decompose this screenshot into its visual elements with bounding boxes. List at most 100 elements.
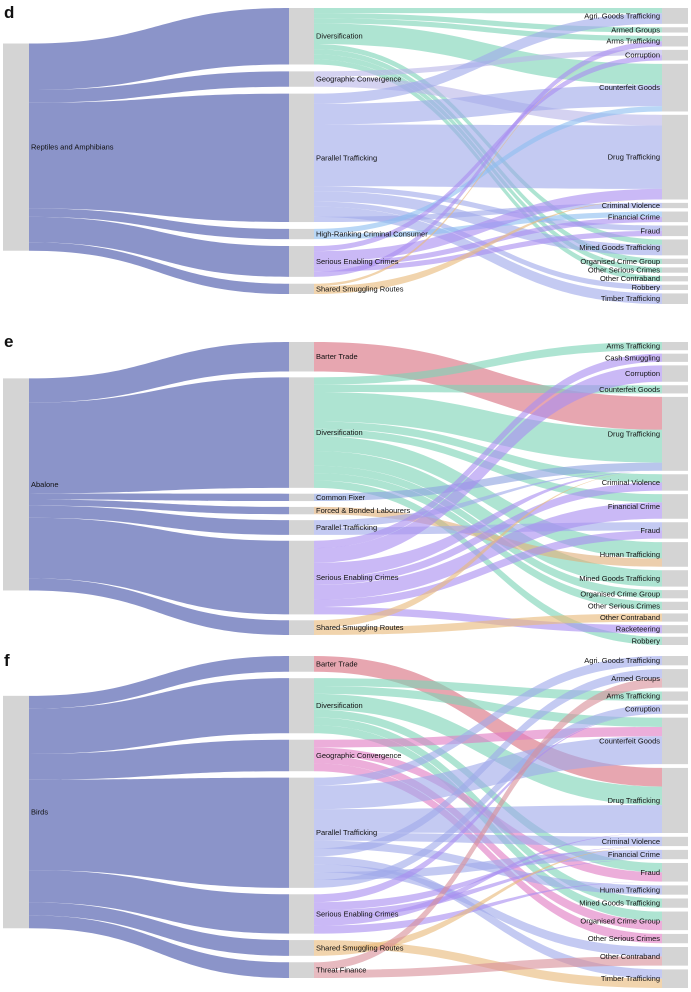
node-serious-enabling-crimes — [289, 540, 314, 615]
link-serious-enabling-crimes-to-drug-trafficking — [314, 470, 662, 578]
node-criminal-violence — [662, 202, 688, 209]
node-other-contraband-label: Other Contraband — [600, 952, 660, 961]
link-parallel-trafficking-to-drug-trafficking — [314, 470, 662, 528]
node-drug-trafficking-label: Drug Trafficking — [608, 796, 660, 805]
node-corruption-label: Corruption — [625, 51, 660, 60]
link-source-barter-trade — [29, 342, 289, 403]
node-barter-trade-label: Barter Trade — [316, 352, 358, 361]
link-high-ranking-criminal-consumer-to-counterfeit-goods — [314, 106, 662, 235]
node-barter-trade — [289, 342, 314, 372]
node-human-trafficking-label: Human Trafficking — [600, 550, 660, 559]
node-other-serious-crimes-label: Other Serious Crimes — [588, 601, 660, 610]
link-source-diversification — [29, 678, 289, 754]
link-source-shared-smuggling-routes — [29, 242, 289, 294]
link-parallel-trafficking-to-timber-trafficking — [314, 206, 662, 304]
node-armed-groups-label: Armed Groups — [611, 25, 660, 34]
node-human-trafficking — [662, 542, 688, 567]
link-parallel-trafficking-to-counterfeit-goods — [314, 736, 662, 810]
link-diversification-to-arms-trafficking — [314, 342, 662, 385]
link-serious-enabling-crimes-to-fraud — [314, 530, 662, 608]
node-source-label: Reptiles and Amphibians — [31, 143, 114, 152]
node-arms-trafficking-label: Arms Trafficking — [606, 342, 660, 351]
node-agri-goods-trafficking-label: Agri. Goods Trafficking — [584, 656, 660, 665]
node-threat-finance-label: Threat Finance — [316, 966, 366, 975]
node-other-serious-crimes-label: Other Serious Crimes — [588, 934, 660, 943]
node-serious-enabling-crimes-label: Serious Enabling Crimes — [316, 257, 399, 266]
node-geographic-convergence — [289, 739, 314, 772]
node-organised-crime-group-label: Organised Crime Group — [580, 916, 660, 925]
link-serious-enabling-crimes-to-cash-smuggling — [314, 353, 662, 549]
node-parallel-trafficking — [289, 520, 314, 535]
link-source-serious-enabling-crimes — [29, 216, 289, 277]
link-serious-enabling-crimes-to-drug-trafficking — [314, 188, 662, 262]
link-source-diversification — [29, 377, 289, 494]
link-serious-enabling-crimes-to-corruption — [314, 55, 662, 252]
node-other-serious-crimes — [662, 267, 688, 273]
node-counterfeit-goods — [662, 385, 688, 394]
node-geographic-convergence — [289, 71, 314, 87]
link-source-threat-finance — [29, 915, 289, 978]
link-source-serious-enabling-crimes — [29, 870, 289, 934]
node-financial-crime — [662, 849, 688, 860]
node-diversification — [289, 377, 314, 488]
node-other-contraband-label: Other Contraband — [600, 613, 660, 622]
node-serious-enabling-crimes — [289, 894, 314, 934]
node-armed-groups — [662, 27, 688, 33]
node-source-label: Birds — [31, 808, 48, 817]
node-threat-finance — [289, 962, 314, 978]
node-financial-crime-label: Financial Crime — [608, 502, 660, 511]
node-timber-trafficking-label: Timber Trafficking — [601, 974, 660, 983]
link-source-common-fixer — [29, 493, 289, 502]
node-corruption — [662, 704, 688, 714]
node-shared-smuggling-routes-label: Shared Smuggling Routes — [316, 623, 404, 632]
link-parallel-trafficking-to-timber-trafficking — [314, 856, 662, 979]
node-common-fixer-label: Common Fixer — [316, 493, 366, 502]
node-agri-goods-trafficking — [662, 656, 688, 666]
node-human-trafficking — [662, 885, 688, 895]
link-threat-finance-to-other-contraband — [314, 956, 662, 978]
node-parallel-trafficking-label: Parallel Trafficking — [316, 153, 377, 162]
node-fraud-label: Fraud — [640, 226, 660, 235]
node-racketeering — [662, 625, 688, 634]
node-agri-goods-trafficking-label: Agri. Goods Trafficking — [584, 11, 660, 20]
node-organised-crime-group-label: Organised Crime Group — [580, 590, 660, 599]
link-diversification-to-drug-trafficking — [314, 392, 662, 463]
node-cash-smuggling-label: Cash Smuggling — [605, 353, 660, 362]
node-drug-trafficking — [662, 767, 688, 834]
link-shared-smuggling-routes-to-criminal-violence — [314, 846, 662, 956]
node-fraud-label: Fraud — [640, 526, 660, 535]
link-source-shared-smuggling-routes — [29, 902, 289, 956]
node-timber-trafficking — [662, 293, 688, 304]
node-robbery — [662, 636, 688, 645]
node-high-ranking-criminal-consumer — [289, 228, 314, 240]
node-drug-trafficking-label: Drug Trafficking — [608, 153, 660, 162]
node-corruption — [662, 365, 688, 382]
node-barter-trade-label: Barter Trade — [316, 659, 358, 668]
node-shared-smuggling-routes-label: Shared Smuggling Routes — [316, 284, 404, 293]
node-financial-crime-label: Financial Crime — [608, 850, 660, 859]
node-source-label: Abalone — [31, 480, 59, 489]
link-serious-enabling-crimes-to-fraud — [314, 230, 662, 272]
link-diversification-to-robbery — [314, 480, 662, 645]
link-serious-enabling-crimes-to-corruption — [314, 365, 662, 563]
node-financial-crime-label: Financial Crime — [608, 212, 660, 221]
node-source — [3, 43, 29, 251]
node-arms-trafficking — [662, 691, 688, 701]
node-timber-trafficking-label: Timber Trafficking — [601, 294, 660, 303]
node-other-serious-crimes — [662, 933, 688, 944]
node-counterfeit-goods-label: Counterfeit Goods — [599, 83, 660, 92]
link-source-parallel-trafficking — [29, 505, 289, 535]
link-source-geographic-convergence — [29, 739, 289, 780]
node-arms-trafficking-label: Arms Trafficking — [606, 692, 660, 701]
node-mined-goods-trafficking-label: Mined Goods Trafficking — [579, 899, 660, 908]
node-serious-enabling-crimes — [289, 246, 314, 277]
node-serious-enabling-crimes-label: Serious Enabling Crimes — [316, 909, 399, 918]
sankey-panel-f: f Birds Barter Trade Diversification Geograp… — [3, 651, 688, 988]
node-source — [3, 695, 29, 929]
link-parallel-trafficking-to-other-contraband — [314, 864, 662, 957]
node-armed-groups — [662, 669, 688, 688]
node-geographic-convergence-label: Geographic Convergence — [316, 75, 401, 84]
node-organised-crime-group — [662, 911, 688, 931]
node-organised-crime-group-label: Organised Crime Group — [580, 257, 660, 266]
